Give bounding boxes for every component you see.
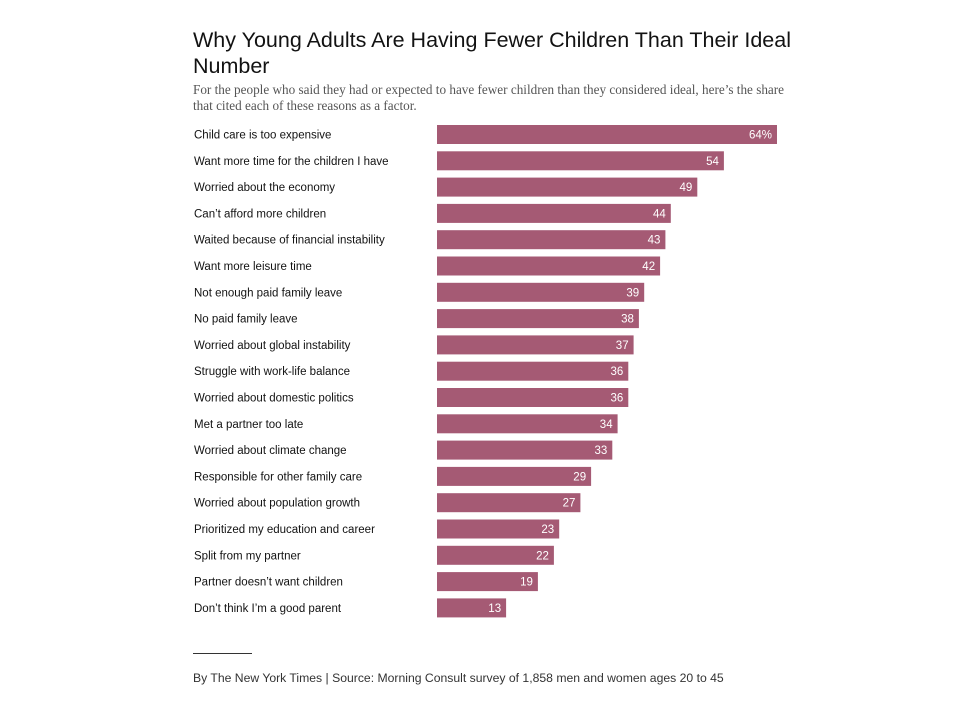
bar-chart: Child care is too expensive 64% Want more … [194, 125, 777, 618]
bar [437, 388, 629, 407]
bar [437, 519, 560, 539]
value-label: 44 [653, 208, 666, 220]
value-label: 39 [626, 287, 639, 299]
bar [437, 440, 613, 460]
bar [437, 545, 554, 565]
category-label: Worried about global instability [194, 340, 351, 352]
bar [437, 309, 639, 329]
category-label: Partner doesn’t want children [194, 577, 343, 589]
bar [437, 177, 698, 197]
bar [437, 493, 581, 513]
value-label: 34 [600, 419, 613, 431]
bar [437, 125, 777, 144]
chart-title: Why Young Adults Are Having Fewer Childr… [193, 28, 791, 78]
value-label: 37 [616, 340, 629, 352]
footer-rule [193, 653, 252, 654]
value-label: 49 [680, 182, 693, 194]
category-label: Want more time for the children I have [194, 156, 389, 168]
value-label: 29 [573, 471, 586, 483]
bar [437, 361, 629, 381]
category-label: Worried about population growth [194, 498, 360, 510]
value-label: 38 [621, 314, 634, 326]
value-label: 54 [706, 156, 719, 168]
category-label: Child care is too expensive [194, 130, 331, 142]
category-label: No paid family leave [194, 314, 298, 326]
bar [437, 256, 661, 276]
value-label: 19 [520, 577, 533, 589]
value-label: 13 [488, 603, 501, 615]
value-label: 42 [642, 261, 655, 273]
value-label: 64% [749, 130, 772, 142]
category-label: Prioritized my education and career [194, 524, 375, 536]
bar [437, 414, 618, 434]
bar [437, 598, 507, 618]
category-label: Don’t think I’m a good parent [194, 603, 342, 615]
category-label: Responsible for other family care [194, 471, 362, 483]
category-label: Worried about the economy [194, 182, 335, 194]
bar [437, 282, 645, 302]
category-label: Met a partner too late [194, 419, 303, 431]
value-label: 33 [595, 445, 608, 457]
bar [437, 466, 592, 486]
value-label: 36 [611, 393, 624, 405]
bar [437, 335, 634, 355]
category-label: Waited because of financial instability [194, 235, 385, 247]
bar [437, 151, 724, 171]
bar [437, 572, 538, 592]
bar [437, 230, 666, 250]
category-label: Want more leisure time [194, 261, 312, 273]
category-label: Worried about climate change [194, 445, 347, 457]
category-label: Worried about domestic politics [194, 393, 354, 405]
category-label: Struggle with work-life balance [194, 366, 350, 378]
value-label: 43 [648, 235, 661, 247]
category-label: Not enough paid family leave [194, 287, 342, 299]
bar [437, 203, 671, 223]
value-label: 23 [541, 524, 554, 536]
value-label: 22 [536, 550, 549, 562]
category-label: Can’t afford more children [194, 208, 326, 220]
value-label: 36 [611, 366, 624, 378]
value-label: 27 [563, 498, 576, 510]
source-note: By The New York Times | Source: Morning … [193, 671, 724, 685]
category-label: Split from my partner [194, 550, 301, 562]
chart-subtitle: For the people who said they had or expe… [193, 82, 785, 113]
